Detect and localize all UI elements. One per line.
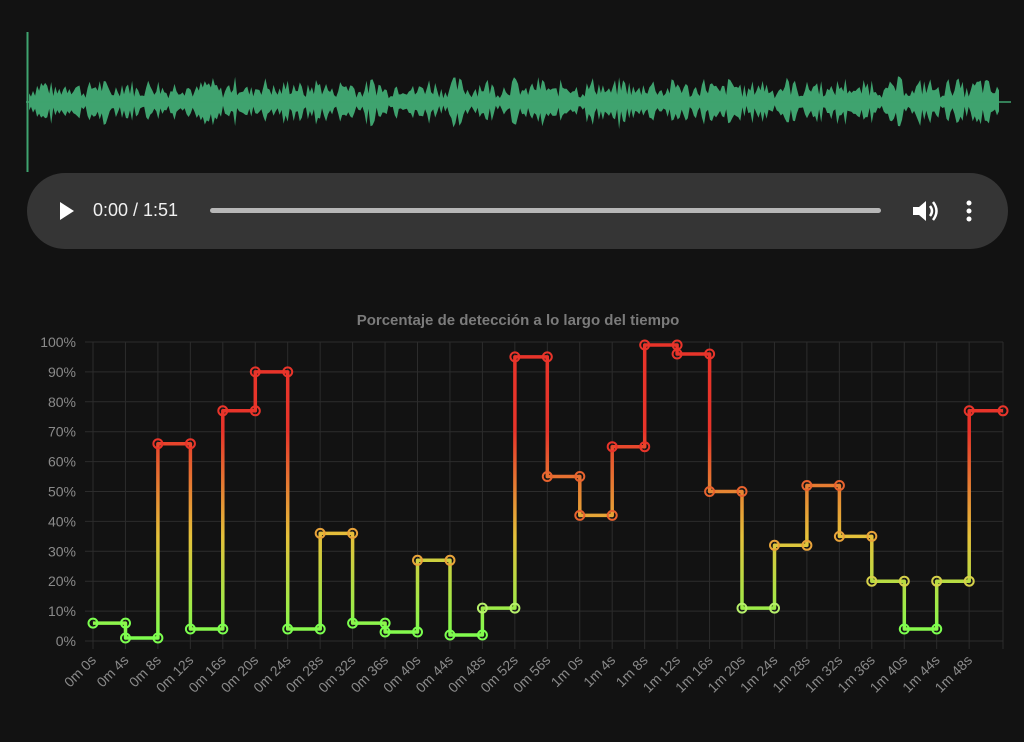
data-point[interactable] bbox=[769, 539, 780, 551]
data-point[interactable] bbox=[217, 623, 229, 635]
data-point[interactable] bbox=[704, 486, 716, 497]
data-point[interactable] bbox=[931, 575, 943, 587]
data-point[interactable] bbox=[541, 351, 553, 363]
data-point[interactable] bbox=[639, 441, 651, 453]
volume-icon[interactable] bbox=[911, 197, 941, 225]
data-point[interactable] bbox=[87, 617, 99, 629]
data-point[interactable] bbox=[931, 623, 943, 635]
data-point[interactable] bbox=[801, 480, 813, 491]
data-point[interactable] bbox=[120, 632, 131, 644]
y-tick-label: 10% bbox=[48, 603, 76, 619]
data-point[interactable] bbox=[704, 348, 716, 360]
y-tick-label: 50% bbox=[48, 484, 76, 500]
play-icon[interactable] bbox=[55, 199, 79, 223]
data-point[interactable] bbox=[541, 471, 553, 482]
data-point[interactable] bbox=[736, 486, 748, 497]
data-point[interactable] bbox=[217, 405, 229, 417]
x-tick-label: 1m 0s bbox=[548, 652, 586, 690]
data-point[interactable] bbox=[769, 602, 780, 614]
data-point[interactable] bbox=[574, 471, 586, 482]
data-point[interactable] bbox=[282, 623, 294, 635]
data-point[interactable] bbox=[120, 617, 131, 629]
data-point[interactable] bbox=[184, 623, 196, 635]
data-point[interactable] bbox=[509, 351, 521, 363]
more-vertical-icon[interactable] bbox=[959, 197, 979, 225]
data-point[interactable] bbox=[866, 575, 878, 587]
data-point[interactable] bbox=[314, 527, 326, 539]
data-point[interactable] bbox=[379, 626, 391, 638]
y-tick-label: 100% bbox=[40, 334, 76, 350]
data-point[interactable] bbox=[736, 602, 748, 614]
data-point[interactable] bbox=[963, 575, 975, 587]
data-point[interactable] bbox=[606, 509, 618, 521]
data-point[interactable] bbox=[249, 366, 261, 378]
data-point[interactable] bbox=[412, 626, 423, 638]
data-point[interactable] bbox=[444, 629, 456, 641]
data-point[interactable] bbox=[866, 530, 878, 542]
x-tick-label: 0m 0s bbox=[61, 652, 99, 690]
x-tick-label: 0m 4s bbox=[93, 652, 131, 690]
y-tick-label: 0% bbox=[56, 633, 76, 649]
data-point[interactable] bbox=[963, 405, 975, 417]
data-point[interactable] bbox=[833, 480, 845, 491]
data-point[interactable] bbox=[476, 629, 488, 641]
data-point[interactable] bbox=[898, 575, 910, 587]
time-display: 0:00 / 1:51 bbox=[93, 200, 179, 220]
data-point[interactable] bbox=[574, 509, 586, 521]
data-point[interactable] bbox=[152, 438, 164, 450]
series-line bbox=[93, 343, 1003, 640]
detection-chart: Porcentaje de detección a lo largo del t… bbox=[40, 312, 1009, 696]
data-point[interactable] bbox=[801, 539, 813, 551]
y-tick-label: 60% bbox=[48, 454, 76, 470]
y-tick-label: 90% bbox=[48, 364, 76, 380]
data-point[interactable] bbox=[509, 602, 521, 614]
data-point[interactable] bbox=[606, 441, 618, 453]
data-point[interactable] bbox=[639, 339, 651, 351]
audio-player: 0:00 / 1:51 bbox=[27, 173, 1008, 249]
data-point[interactable] bbox=[347, 527, 359, 539]
y-tick-label: 70% bbox=[48, 424, 76, 440]
y-tick-label: 30% bbox=[48, 543, 76, 559]
data-point[interactable] bbox=[314, 623, 326, 635]
data-point[interactable] bbox=[997, 405, 1009, 417]
data-point[interactable] bbox=[282, 366, 294, 378]
y-tick-label: 20% bbox=[48, 573, 76, 589]
data-point[interactable] bbox=[347, 617, 359, 629]
data-point[interactable] bbox=[898, 623, 910, 635]
data-point[interactable] bbox=[184, 438, 196, 450]
data-point[interactable] bbox=[152, 632, 164, 644]
y-tick-label: 80% bbox=[48, 394, 76, 410]
y-tick-label: 40% bbox=[48, 513, 76, 529]
data-point[interactable] bbox=[671, 348, 683, 360]
data-point[interactable] bbox=[476, 602, 488, 614]
waveform[interactable] bbox=[26, 30, 1011, 175]
x-tick-label: 1m 4s bbox=[580, 652, 618, 690]
chart-title: Porcentaje de detección a lo largo del t… bbox=[357, 312, 680, 329]
data-point[interactable] bbox=[833, 530, 845, 542]
data-point[interactable] bbox=[249, 405, 261, 417]
data-point[interactable] bbox=[412, 554, 423, 566]
data-point[interactable] bbox=[444, 554, 456, 566]
progress-bar[interactable] bbox=[210, 208, 881, 213]
